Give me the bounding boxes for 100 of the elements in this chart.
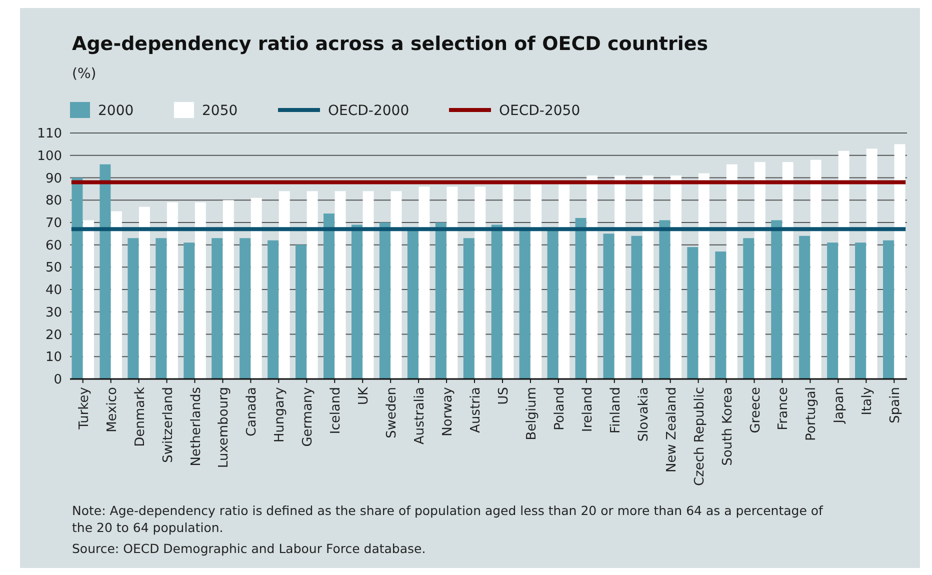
x-tick-label: UK <box>356 386 372 406</box>
bar <box>435 222 446 379</box>
bar <box>726 164 738 379</box>
bar <box>250 198 262 379</box>
x-tick-label: Netherlands <box>188 386 204 466</box>
bar <box>575 218 586 379</box>
bar <box>799 236 810 379</box>
bar <box>642 175 654 379</box>
source-note: Source: OECD Demographic and Labour Force database. <box>72 541 426 556</box>
bar <box>306 191 318 379</box>
x-tick-label: Greece <box>748 387 764 434</box>
x-tick-label: Italy <box>860 386 876 416</box>
bar <box>894 144 906 379</box>
bar <box>278 191 290 379</box>
legend-label: OECD-2050 <box>499 103 580 119</box>
x-tick-label: Sweden <box>384 387 400 438</box>
bar <box>614 175 626 379</box>
bar <box>296 244 306 379</box>
x-tick-label: Hungary <box>272 386 288 443</box>
bar <box>631 236 642 379</box>
bar <box>687 247 698 379</box>
bar <box>334 191 346 379</box>
bar <box>715 252 726 379</box>
x-tick-label: Finland <box>608 387 624 434</box>
legend-label: 2050 <box>202 103 238 119</box>
bar <box>771 220 782 379</box>
bar <box>184 242 195 379</box>
bar <box>502 184 514 379</box>
x-tick-label: Ireland <box>580 387 596 432</box>
x-tick-label: Spain <box>888 387 904 424</box>
bar <box>362 191 374 379</box>
y-tick-label: 50 <box>45 260 62 276</box>
bar <box>166 202 178 379</box>
bar <box>603 234 614 379</box>
bar <box>855 242 866 379</box>
x-tick-label: Switzerland <box>160 387 176 463</box>
x-tick-label: Mexico <box>104 386 120 432</box>
chart-title: Age-dependency ratio across a selection of OECD countries <box>72 33 708 55</box>
bar <box>446 186 458 379</box>
bar <box>240 238 251 379</box>
x-tick-label: South Korea <box>720 387 736 466</box>
x-tick-label: Iceland <box>328 387 344 434</box>
x-tick-label: Japan <box>832 387 848 424</box>
bar <box>138 206 150 379</box>
y-tick-label: 10 <box>45 350 62 366</box>
chart-subtitle: (%) <box>72 66 96 82</box>
y-tick-label: 80 <box>45 194 62 209</box>
bar <box>491 224 502 379</box>
bar <box>194 202 206 379</box>
x-tick-label: Austria <box>468 387 484 433</box>
bar <box>698 173 710 379</box>
x-tick-label: Portugal <box>804 387 820 441</box>
bar <box>156 238 167 379</box>
x-tick-label: France <box>776 387 792 430</box>
y-tick-label: 90 <box>45 171 62 186</box>
bar <box>519 229 530 379</box>
bar <box>222 200 234 379</box>
bar <box>659 220 670 379</box>
bar <box>754 162 766 379</box>
y-tick-label: 30 <box>45 305 62 320</box>
bar <box>670 175 682 379</box>
y-tick-label: 60 <box>45 238 62 254</box>
bar <box>866 148 878 379</box>
bar <box>100 164 111 379</box>
bar <box>586 175 598 379</box>
x-tick-label: Canada <box>244 387 260 436</box>
y-tick-label: 0 <box>54 372 62 388</box>
bar <box>883 240 894 379</box>
bar <box>827 242 838 379</box>
y-tick-label: 70 <box>45 216 62 232</box>
x-tick-label: Poland <box>552 387 568 430</box>
legend-label: 2000 <box>98 103 134 119</box>
bar <box>72 178 83 379</box>
bar <box>324 214 334 379</box>
bar <box>390 191 402 379</box>
bar <box>379 222 390 379</box>
bar <box>83 220 94 379</box>
bar <box>810 160 822 379</box>
bar <box>838 150 850 379</box>
bar <box>558 184 570 379</box>
bar <box>743 238 754 379</box>
x-tick-label: Luxembourg <box>216 387 232 468</box>
x-tick-label: Slovakia <box>636 387 652 442</box>
y-tick-label: 100 <box>37 148 62 164</box>
bar <box>530 184 542 379</box>
legend-label: OECD-2000 <box>328 103 410 119</box>
x-tick-label: Turkey <box>76 386 92 430</box>
x-tick-label: Czech Republic <box>692 387 708 486</box>
bar <box>212 238 223 379</box>
x-tick-label: Denmark <box>132 386 148 447</box>
bar <box>407 229 418 379</box>
bar <box>128 238 139 379</box>
bar <box>547 229 558 379</box>
y-tick-label: 110 <box>37 126 62 142</box>
x-tick-label: Norway <box>440 386 456 436</box>
y-tick-label: 40 <box>45 283 62 298</box>
x-tick-label: US <box>496 387 512 405</box>
bar <box>418 186 430 379</box>
x-tick-label: Australia <box>412 387 428 445</box>
bar <box>111 211 122 379</box>
